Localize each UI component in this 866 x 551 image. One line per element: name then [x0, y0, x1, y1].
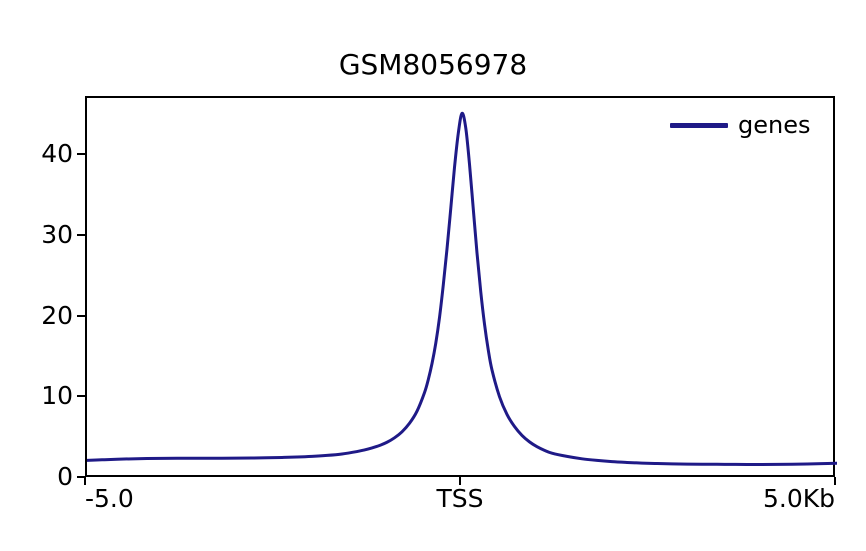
y-tick-mark	[77, 314, 85, 317]
plot-area	[85, 96, 837, 477]
line-chart-svg	[87, 111, 837, 466]
y-tick-label: 40	[41, 139, 73, 169]
legend-swatch-genes	[670, 122, 728, 128]
chart-legend: genes	[670, 113, 810, 137]
x-tick-label: 5.0Kb	[762, 484, 835, 513]
y-tick-mark	[77, 233, 85, 236]
series-line-genes	[87, 111, 837, 466]
page-title: GSM8056978	[338, 48, 528, 81]
legend-label-genes: genes	[738, 111, 811, 139]
x-tick-mark	[834, 477, 836, 485]
x-tick-label: TSS	[436, 484, 484, 513]
y-tick-label: 30	[41, 219, 73, 249]
y-tick-label: 20	[41, 300, 73, 330]
y-tick-label: 0	[57, 462, 73, 491]
y-tick-mark	[77, 395, 85, 398]
y-tick-label: 10	[41, 381, 73, 411]
y-tick-mark	[77, 476, 85, 478]
y-tick-mark	[77, 153, 85, 156]
x-tick-mark	[459, 477, 461, 485]
x-axis-tick-labels: -5.0 TSS 5.0Kb	[0, 484, 866, 524]
x-tick-label: -5.0	[85, 484, 134, 513]
y-axis-tick-labels: 0 10 20 30 40	[0, 0, 73, 551]
x-tick-mark	[84, 477, 86, 485]
